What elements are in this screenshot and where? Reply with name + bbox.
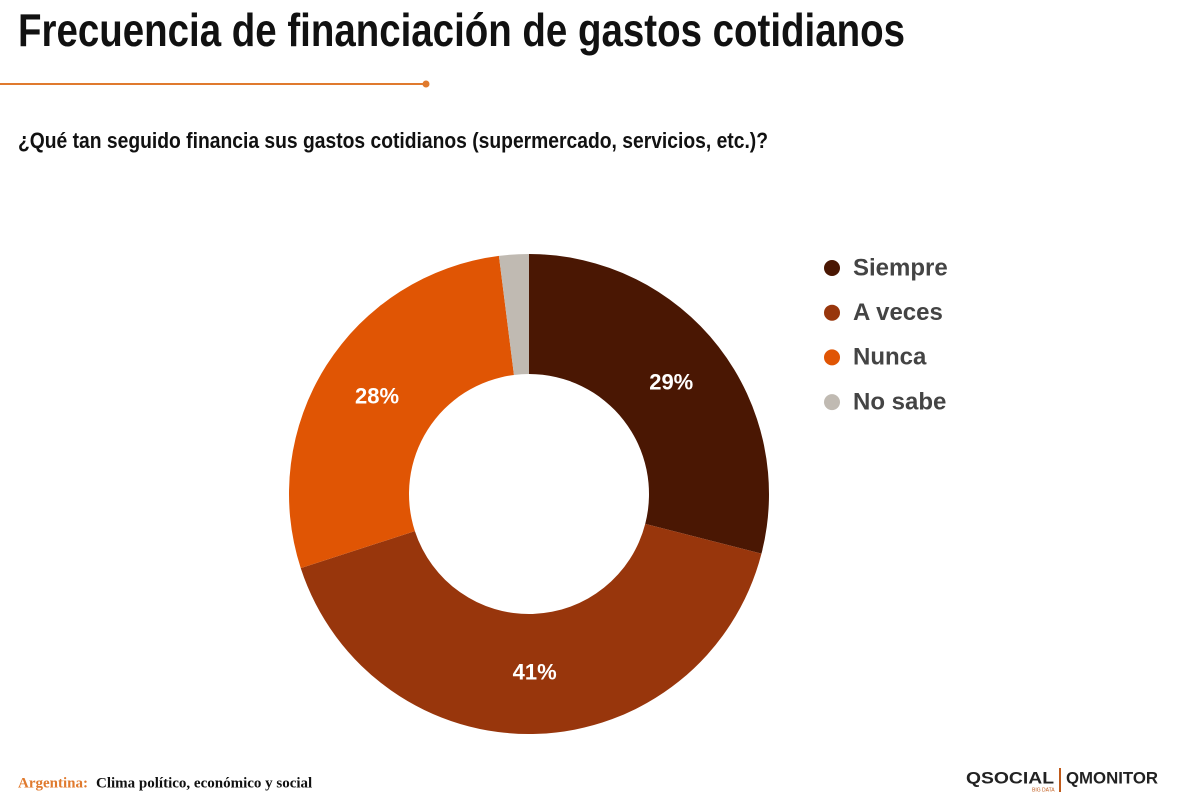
donut-segment xyxy=(498,254,529,375)
value-label: 41% xyxy=(513,660,557,685)
page-title: Frecuencia de financiación de gastos cot… xyxy=(18,4,905,56)
footer-topic: Clima político, económico y social xyxy=(96,775,312,791)
legend-label: Siempre xyxy=(853,254,948,281)
donut: 29% 41% 28% xyxy=(289,254,769,735)
value-label: 29% xyxy=(649,369,693,394)
donut-segment xyxy=(289,255,514,569)
legend-marker xyxy=(824,394,840,411)
title-rule-dot xyxy=(422,80,430,88)
legend-label: Nunca xyxy=(853,344,927,371)
legend-label: No sabe xyxy=(853,388,946,415)
footer-region: Argentina: xyxy=(18,775,88,791)
legend-marker xyxy=(824,304,840,321)
legend: Siempre A veces Nunca No sabe xyxy=(824,254,948,415)
logo-qmonitor: QMONITOR xyxy=(1066,768,1158,787)
legend-marker xyxy=(824,349,840,366)
chart-title: ¿Qué tan seguido financia sus gastos cot… xyxy=(18,128,768,153)
donut-segment xyxy=(300,523,762,735)
legend-marker xyxy=(824,260,840,276)
logo-qsocial-tag: BIG DATA xyxy=(1032,787,1055,793)
logo-qsocial: QSOCIAL xyxy=(966,768,1054,787)
value-label: 28% xyxy=(355,383,399,408)
legend-label: A veces xyxy=(853,299,943,326)
donut-segment xyxy=(529,254,769,554)
